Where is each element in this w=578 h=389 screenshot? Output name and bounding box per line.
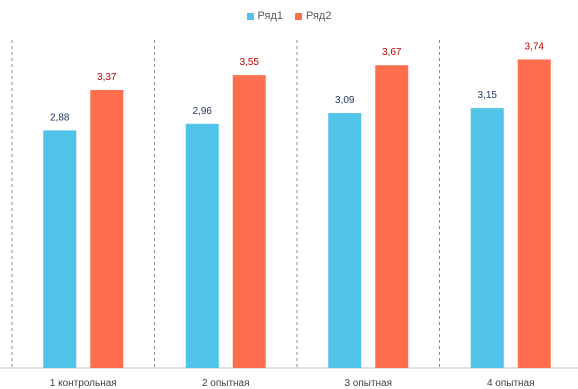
x-tick-label: 1 контрольная: [50, 378, 117, 389]
legend-swatch-series-1: [246, 12, 254, 20]
legend: Ряд1 Ряд2: [0, 10, 578, 22]
data-label-series-2: 3,55: [240, 57, 260, 68]
bar-series-2: [517, 59, 551, 368]
bar-series-2: [375, 65, 409, 368]
bar-series-2: [232, 75, 266, 368]
legend-label-series-1: Ряд1: [257, 10, 283, 22]
bar-series-1: [185, 123, 219, 368]
bar-series-1: [43, 130, 77, 368]
x-tick-label: 2 опытная: [202, 378, 250, 389]
x-tick-label: 4 опытная: [487, 378, 535, 389]
legend-item-series-2: Ряд2: [295, 10, 331, 22]
data-label-series-1: 2,88: [50, 112, 70, 123]
data-label-series-2: 3,67: [382, 47, 402, 58]
data-label-series-2: 3,37: [97, 72, 117, 83]
data-label-series-1: 2,96: [193, 106, 213, 117]
data-label-series-1: 3,09: [335, 95, 355, 106]
x-tick-label: 3 опытная: [344, 378, 392, 389]
bar-series-2: [90, 89, 124, 368]
data-label-series-1: 3,15: [478, 90, 498, 101]
bar-series-1: [470, 108, 504, 368]
data-label-series-2: 3,74: [525, 41, 545, 52]
legend-swatch-series-2: [295, 12, 302, 20]
bar-series-1: [328, 113, 362, 368]
legend-label-series-2: Ряд2: [306, 10, 332, 22]
legend-item-series-1: Ряд1: [246, 10, 283, 22]
